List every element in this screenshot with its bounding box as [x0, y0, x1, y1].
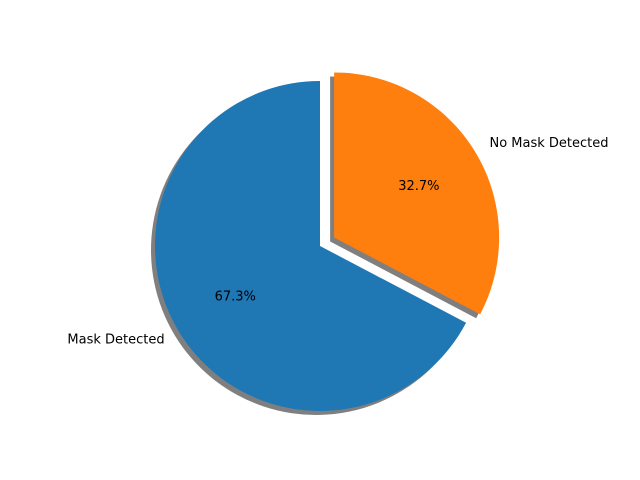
pct-label-mask-detected: 67.3% [215, 290, 256, 305]
slices [154, 72, 500, 411]
slice-label-mask-detected: Mask Detected [67, 332, 164, 347]
slice-label-no-mask-detected: No Mask Detected [489, 136, 608, 151]
slice-no-mask-detected [334, 72, 500, 315]
slice-labels: Mask Detected 67.3% No Mask Detected 32.7% [67, 136, 608, 347]
pct-label-no-mask-detected: 32.7% [398, 179, 439, 194]
slice-mask-detected [154, 81, 467, 411]
